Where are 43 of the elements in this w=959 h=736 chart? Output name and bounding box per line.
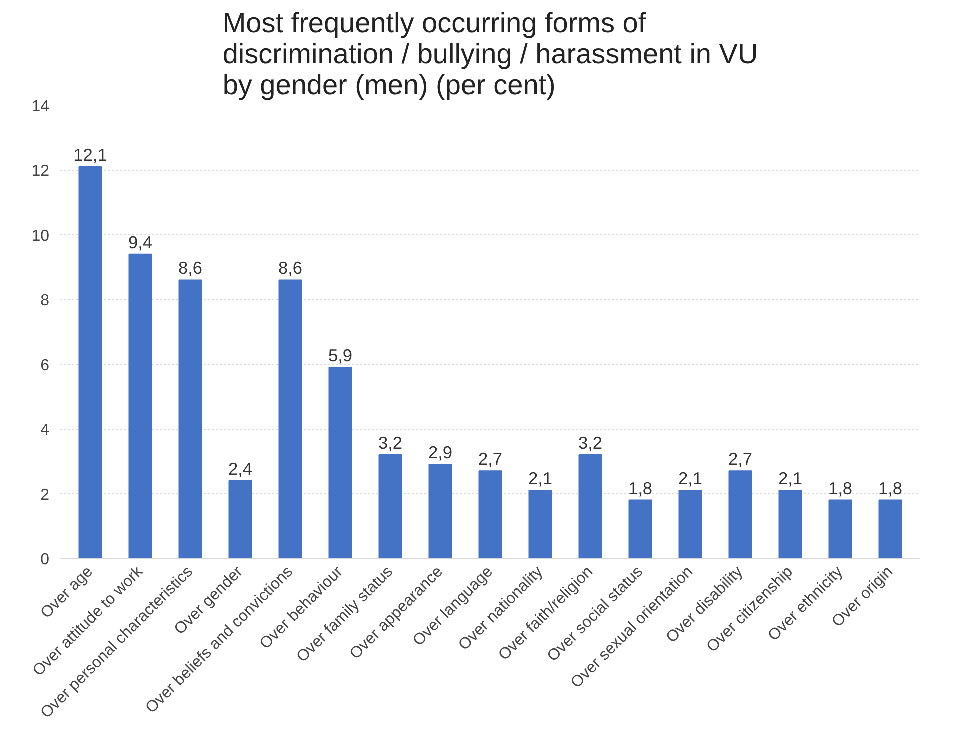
bar [878,500,902,558]
data-label: 3,2 [578,432,603,453]
y-tick-label: 6 [40,357,50,374]
y-tick-label: 14 [32,98,50,116]
data-label: 3,2 [378,432,403,453]
bar [478,470,502,558]
data-label: 2,1 [528,468,553,489]
bar [128,254,152,558]
data-label: 5,9 [328,346,353,366]
bar [328,367,352,558]
bar [178,280,202,558]
y-tick-label: 10 [32,228,50,245]
data-label: 2,7 [728,449,753,470]
bar [828,500,852,558]
data-label: 2,9 [428,442,453,463]
bar [678,490,702,558]
data-label: 8,6 [178,258,203,278]
data-label: 1,8 [878,478,903,498]
data-label: 2,4 [228,458,253,479]
bar [278,280,302,558]
data-label: 9,4 [128,232,153,252]
y-tick-label: 4 [40,422,50,440]
bar [378,454,402,558]
chart-title: Most frequently occurring forms of discrimination / bullying / harassment in VU by gender (men) (per cent) [222,8,758,100]
bar [228,480,252,558]
bar [428,464,452,558]
bar [628,500,652,558]
bar [528,490,552,558]
data-label: 2,1 [778,468,803,489]
data-label: 2,1 [678,468,703,489]
bar [778,490,802,558]
data-label: 8,6 [278,258,303,278]
y-tick-label: 8 [40,292,50,310]
bar [728,470,752,558]
bar [78,166,102,558]
y-tick-label: 2 [40,486,50,504]
data-label: 2,7 [478,449,503,470]
y-tick-label: 12 [32,163,50,180]
data-label: 1,8 [828,478,853,498]
bar [578,454,602,558]
y-tick-label: 0 [40,552,50,568]
data-label: 12,1 [74,144,108,165]
data-label: 1,8 [628,478,653,498]
